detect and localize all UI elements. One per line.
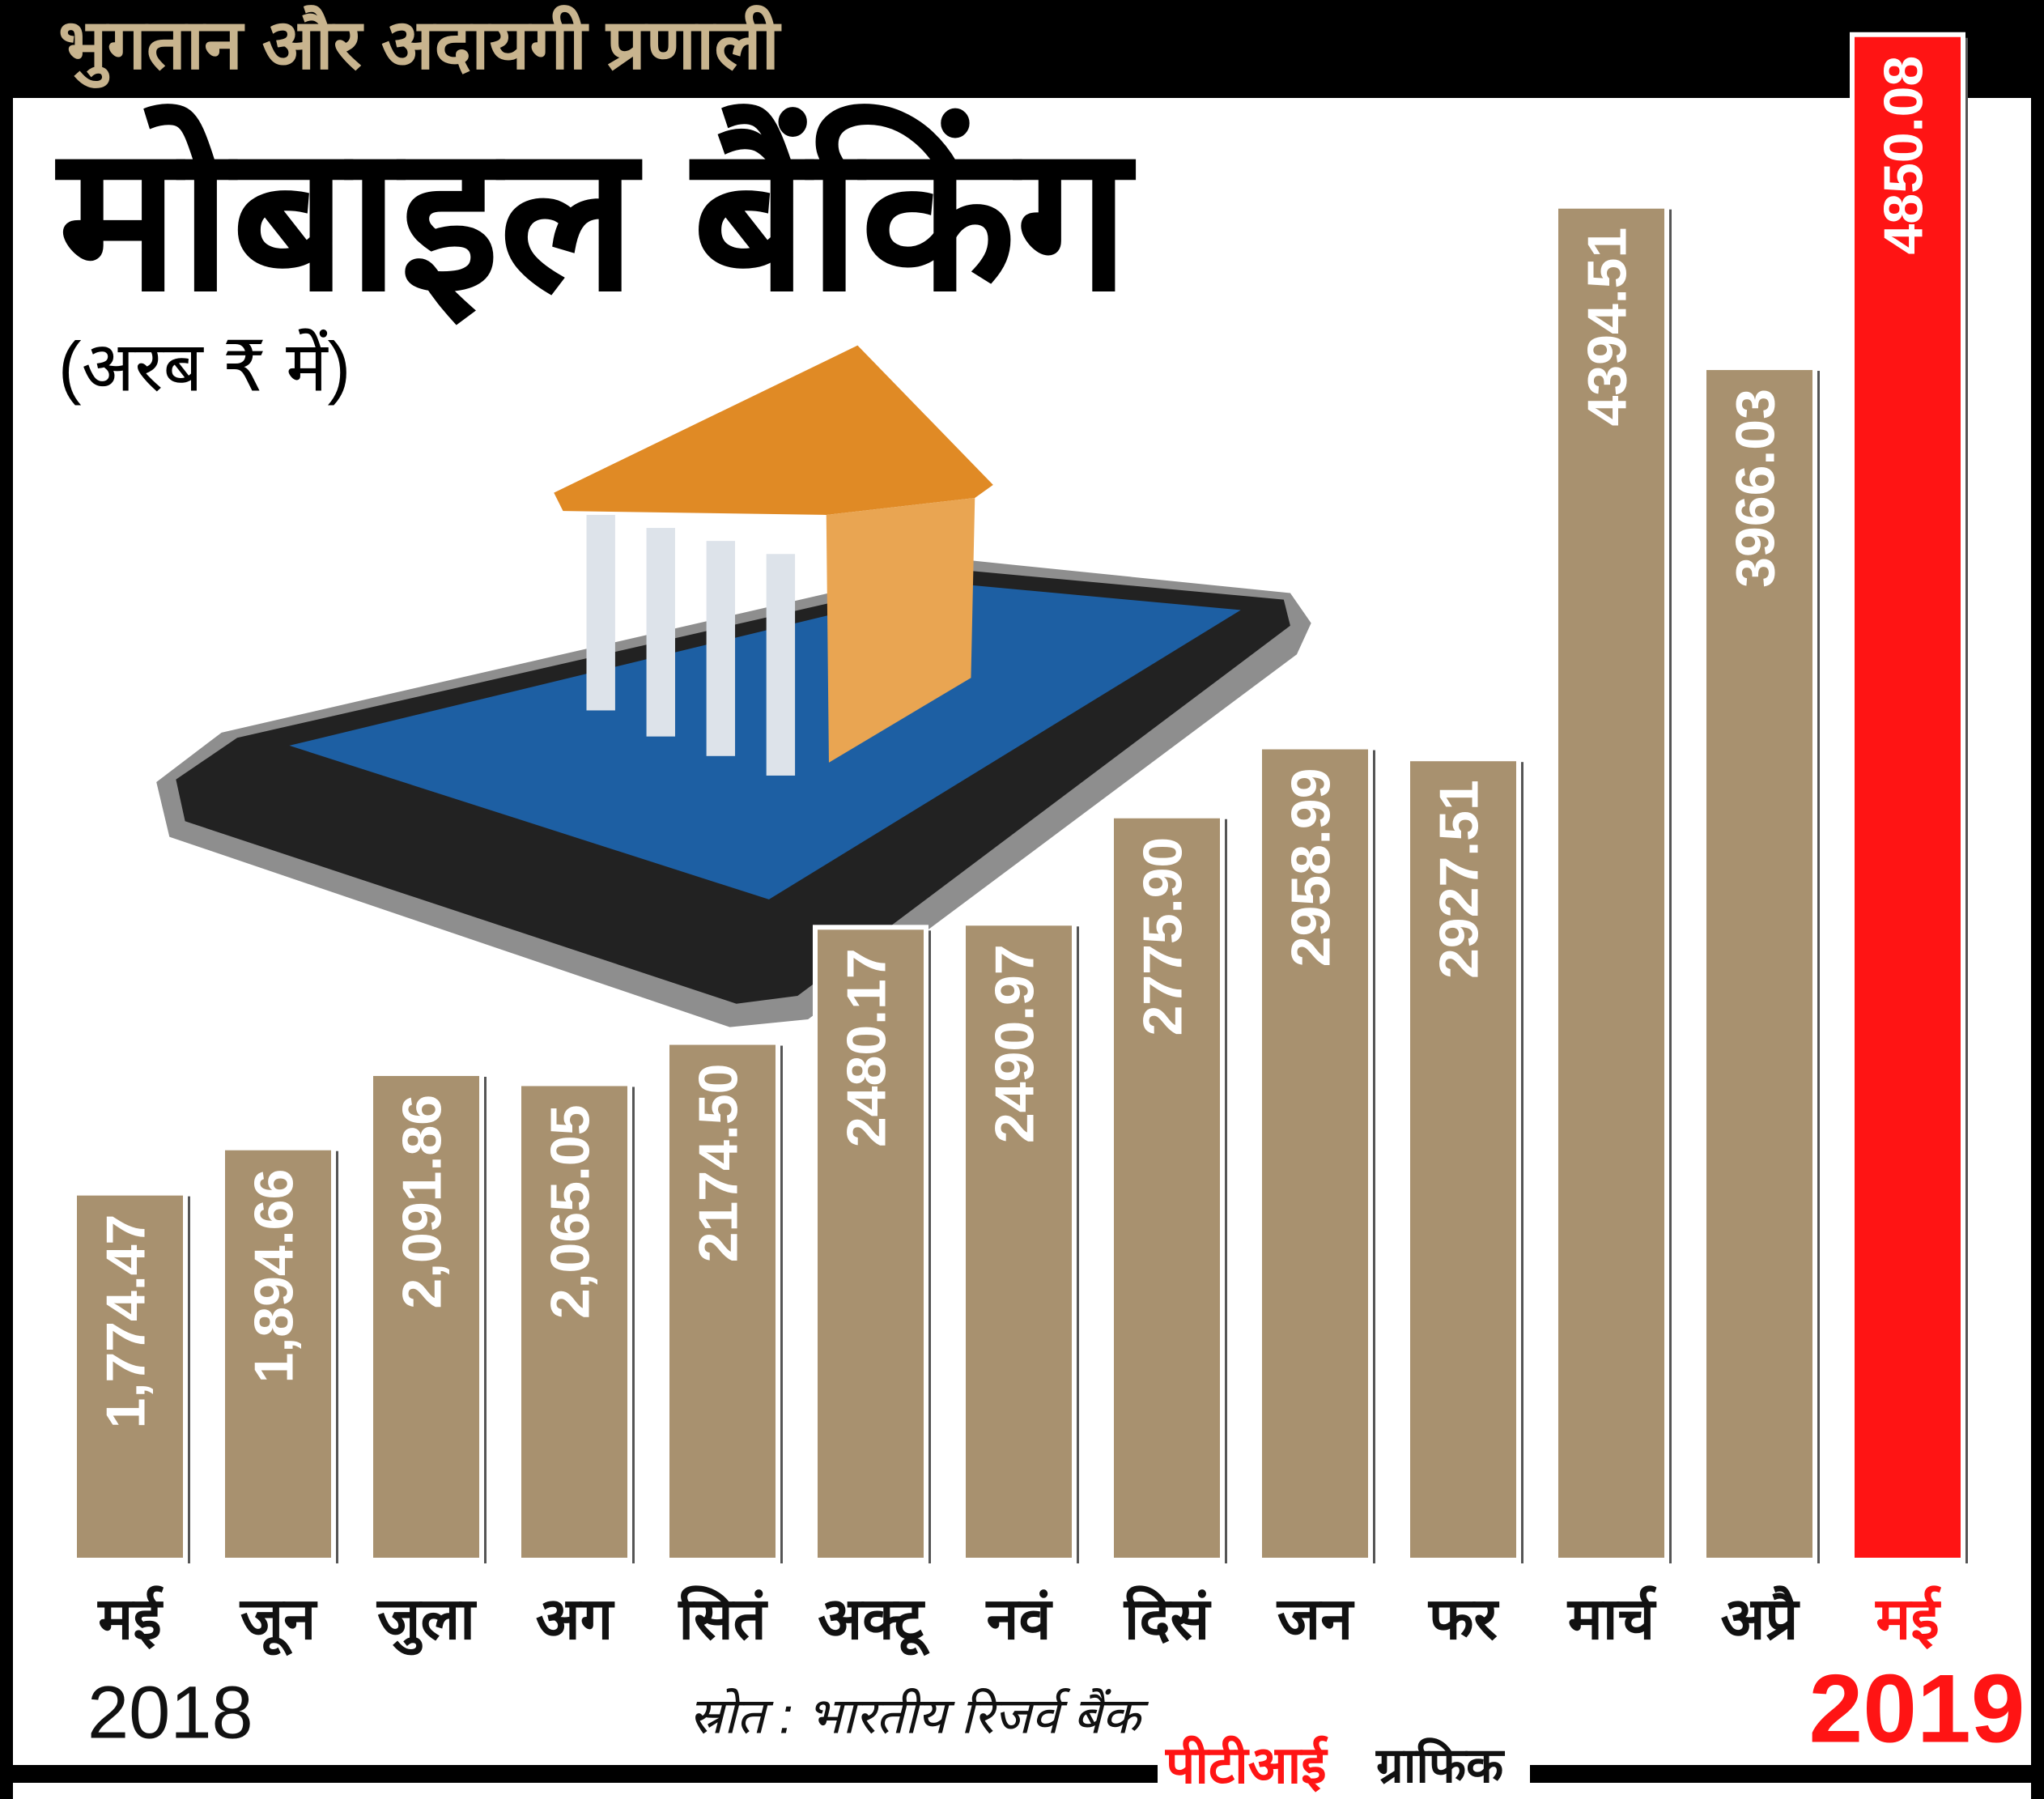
x-tick-label: जुला (376, 1587, 477, 1656)
credit-brand: पीटीआई (1165, 1735, 1328, 1794)
value-label: 3966.03 (1724, 389, 1786, 588)
bar-shadow (1965, 37, 1968, 1563)
x-tick-label: अग (536, 1587, 615, 1652)
bar-shadow (1373, 750, 1375, 1563)
x-tick-label: दिसं (1123, 1585, 1212, 1652)
x-tick-label: नवं (985, 1587, 1054, 1652)
bar-shadow (1669, 209, 1672, 1563)
x-tick-label: सितं (677, 1585, 768, 1652)
chart-title: मोबाइल बैंकिंग (55, 104, 1137, 331)
credit-label: ग्राफिक (1375, 1737, 1505, 1793)
column (646, 528, 675, 737)
value-label: 2,091.86 (391, 1095, 453, 1309)
bar (220, 1145, 336, 1563)
value-label: 4850.08 (1872, 56, 1934, 255)
illustration (156, 345, 1311, 1027)
value-label: 2927.51 (1428, 780, 1489, 979)
bar (1257, 744, 1373, 1563)
end-year: 2019 (1809, 1655, 2025, 1763)
value-label: 2174.50 (687, 1064, 749, 1263)
value-label: 2,065.05 (539, 1104, 601, 1319)
credit-box (1158, 1741, 1530, 1799)
x-tick-label: मार्च (1566, 1585, 1657, 1652)
column (766, 554, 796, 776)
bar (1702, 365, 1817, 1563)
bar-shadow (1817, 371, 1820, 1563)
bar (961, 921, 1077, 1563)
column (586, 514, 615, 711)
left-border (0, 0, 13, 1799)
right-border (2031, 0, 2044, 1799)
value-label: 2775.90 (1132, 837, 1193, 1036)
x-tick-label: अक्टू (818, 1587, 929, 1657)
bar-shadow (1077, 926, 1079, 1563)
bar-shadow (484, 1076, 487, 1563)
header-band (0, 0, 2044, 98)
bar-shadow (188, 1196, 190, 1563)
bank-roof (554, 345, 993, 515)
value-label: 1,894.66 (243, 1169, 304, 1384)
source: स्रोत : भारतीय रिजर्व बैंक (689, 1687, 1149, 1744)
bar-shadow (1225, 819, 1227, 1563)
header: भुगतान और अदायगी प्रणाली (58, 5, 782, 89)
bar (1553, 203, 1669, 1563)
x-tick-label: मई (96, 1585, 164, 1652)
bar-shadow (632, 1087, 635, 1563)
start-year: 2018 (87, 1671, 253, 1754)
bank-side (826, 498, 975, 763)
value-label: 1,774.47 (95, 1214, 156, 1429)
bar-shadow (1521, 762, 1523, 1563)
bar (1850, 32, 1965, 1563)
bar-shadow (336, 1150, 338, 1563)
chart-subtitle: (अरब ₹ में) (58, 328, 351, 406)
value-label: 2490.97 (984, 944, 1045, 1143)
value-label: 4394.51 (1576, 228, 1638, 427)
bar (1109, 813, 1225, 1563)
column (706, 541, 736, 756)
bar (368, 1070, 484, 1563)
bar-shadow (929, 930, 931, 1563)
x-tick-label: फर (1427, 1587, 1500, 1652)
x-tick-label: अप्रै (1721, 1585, 1801, 1652)
bar-shadow (780, 1045, 783, 1563)
x-tick-label: जून (239, 1587, 318, 1657)
value-label: 2480.17 (835, 948, 897, 1147)
x-tick-label: मई (1874, 1585, 1942, 1652)
value-label: 2958.99 (1280, 768, 1341, 968)
bottom-band (0, 1765, 2044, 1783)
bar (72, 1190, 188, 1563)
bar (1405, 756, 1521, 1563)
bar (813, 925, 929, 1563)
bar (665, 1040, 780, 1563)
bar (516, 1081, 632, 1563)
phone-screen (289, 584, 1241, 900)
x-tick-label: जन (1276, 1587, 1355, 1652)
